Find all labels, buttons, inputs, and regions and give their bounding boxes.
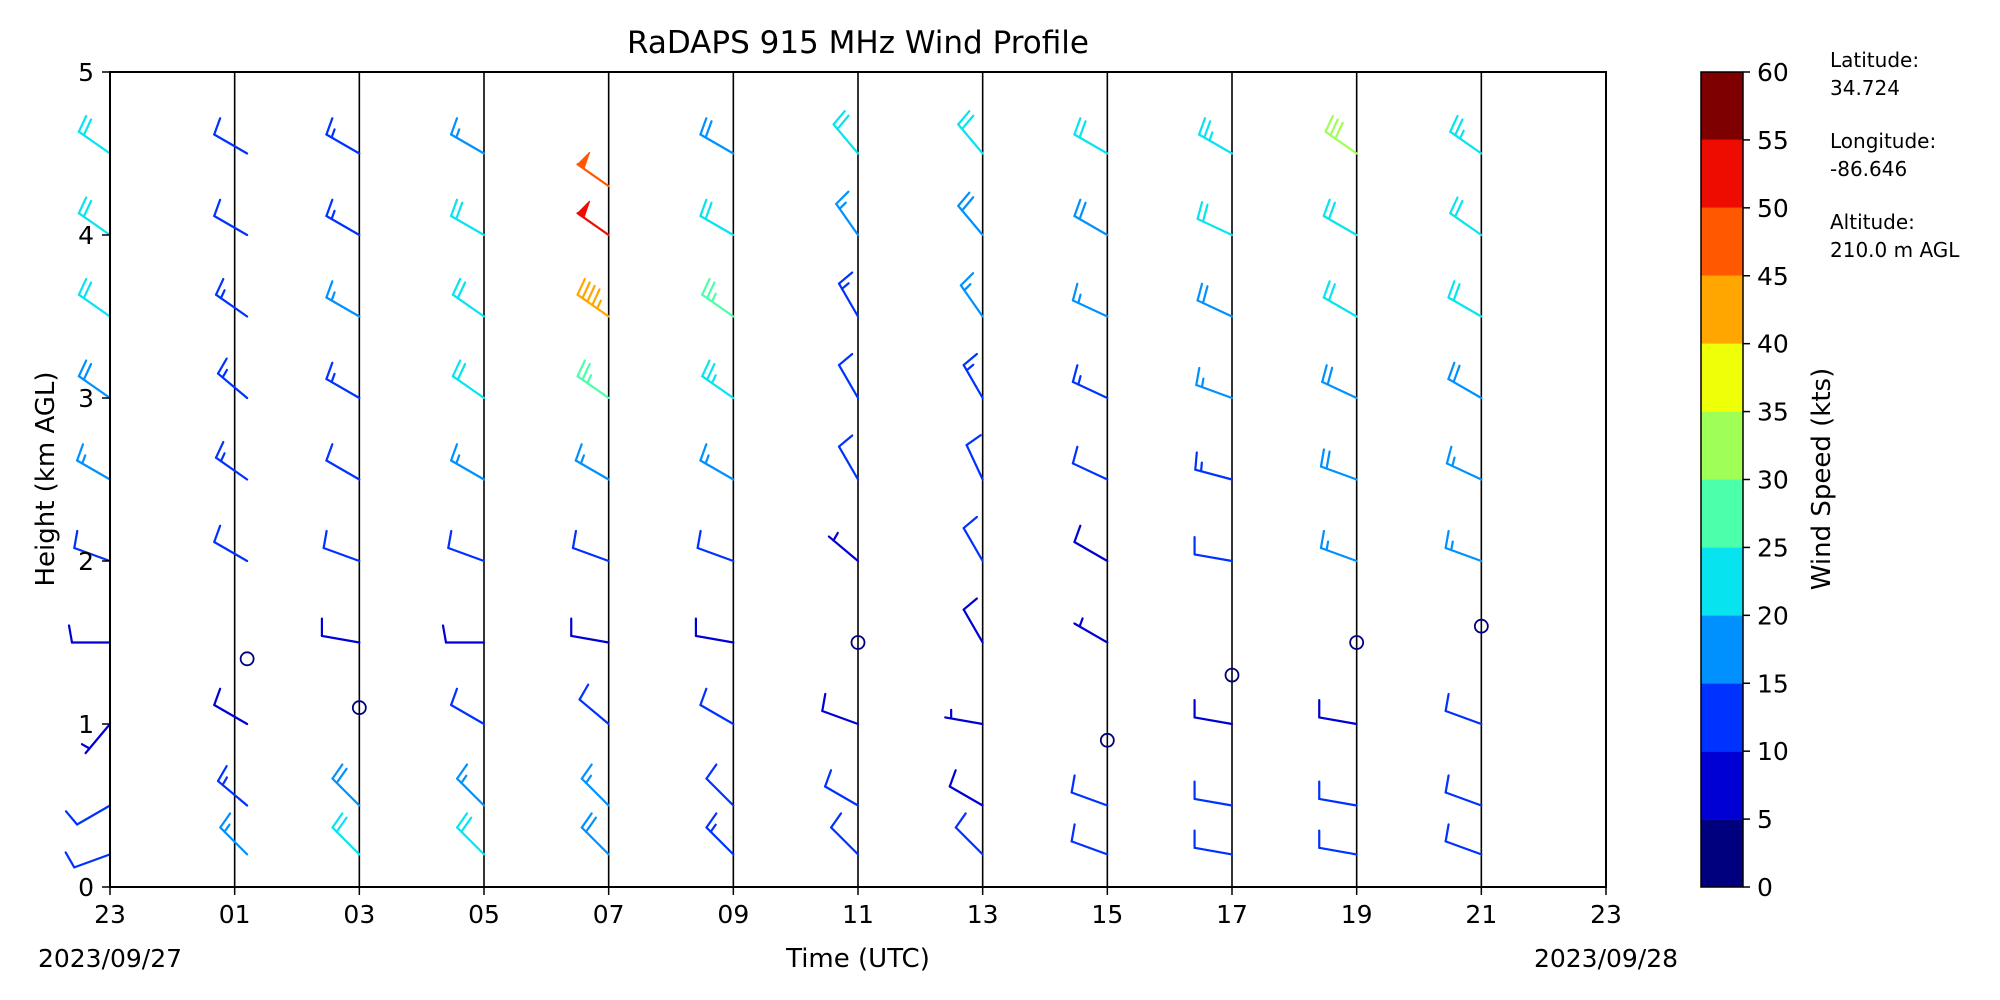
- colorbar-tick-label: 50: [1757, 194, 1789, 223]
- colorbar-bin: [1701, 72, 1743, 140]
- x-axis-label: Time (UTC): [785, 944, 930, 974]
- colorbar-tick-label: 10: [1757, 737, 1789, 766]
- colorbar-bin: [1701, 344, 1743, 412]
- x-tick-label: 09: [717, 900, 749, 929]
- colorbar-tick-label: 20: [1757, 601, 1789, 630]
- latitude-label: Latitude:: [1830, 48, 1919, 72]
- y-axis-ticks: 0 1 2 3 4 5: [78, 58, 110, 902]
- longitude-value: -86.646: [1830, 157, 1907, 181]
- colorbar-tick-label: 40: [1757, 330, 1789, 359]
- x-tick-label: 07: [593, 900, 625, 929]
- x-tick-label: 13: [967, 900, 999, 929]
- colorbar-tick-label: 0: [1757, 873, 1773, 902]
- site-info-panel: Latitude: 34.724 Longitude: -86.646 Alti…: [1830, 48, 1960, 262]
- x-tick-label: 23: [1590, 900, 1622, 929]
- colorbar-bin: [1701, 480, 1743, 548]
- wind-barb: [77, 444, 110, 479]
- wind-barb: [66, 852, 110, 867]
- colorbar-tick-label: 15: [1757, 669, 1789, 698]
- colorbar-bin: [1701, 140, 1743, 208]
- colorbar-ticks: 0 5 10 15 20 25 30 35 40 45 50 55 60: [1743, 58, 1789, 902]
- x-tick-label: 23: [94, 900, 126, 929]
- x-tick-label: 19: [1341, 900, 1373, 929]
- latitude-value: 34.724: [1830, 76, 1900, 100]
- colorbar-bin: [1701, 751, 1743, 819]
- plot-area: [66, 72, 1606, 887]
- colorbar-bin: [1701, 412, 1743, 480]
- colorbar-tick-label: 45: [1757, 262, 1789, 291]
- y-tick-label: 4: [78, 221, 94, 250]
- colorbar-tick-label: 55: [1757, 126, 1789, 155]
- y-tick-label: 1: [78, 710, 94, 739]
- x-axis-ticks: 23 01 03 05 07 09 11 13 15 17 19 21 23: [94, 887, 1622, 929]
- x-tick-label: 11: [842, 900, 874, 929]
- x-tick-label: 03: [343, 900, 375, 929]
- colorbar-tick-label: 5: [1757, 805, 1773, 834]
- x-tick-label: 05: [468, 900, 500, 929]
- chart-title: RaDAPS 915 MHz Wind Profile: [627, 25, 1089, 61]
- y-tick-label: 2: [78, 547, 94, 576]
- longitude-label: Longitude:: [1830, 129, 1936, 153]
- colorbar: 0 5 10 15 20 25 30 35 40 45 50 55 60 Wind Speed (kts…: [1701, 58, 1837, 902]
- x-tick-label: 17: [1216, 900, 1248, 929]
- x-tick-label: 01: [219, 900, 251, 929]
- start-date-label: 2023/09/27: [38, 944, 182, 973]
- end-date-label: 2023/09/28: [1534, 944, 1678, 973]
- altitude-label: Altitude:: [1830, 210, 1915, 234]
- x-tick-label: 21: [1465, 900, 1497, 929]
- wind-barb: [79, 116, 110, 153]
- colorbar-label: Wind Speed (kts): [1807, 368, 1837, 590]
- wind-barb: [79, 279, 110, 316]
- colorbar-tick-label: 35: [1757, 398, 1789, 427]
- y-axis-label: Height (km AGL): [31, 371, 61, 586]
- colorbar-bins: [1701, 72, 1743, 887]
- colorbar-bin: [1701, 683, 1743, 751]
- y-tick-label: 5: [78, 58, 94, 87]
- altitude-value: 210.0 m AGL: [1830, 238, 1960, 262]
- wind-barb: [69, 626, 110, 643]
- colorbar-bin: [1701, 276, 1743, 344]
- x-tick-label: 15: [1091, 900, 1123, 929]
- colorbar-bin: [1701, 615, 1743, 683]
- y-tick-label: 3: [78, 384, 94, 413]
- colorbar-tick-label: 30: [1757, 466, 1789, 495]
- wind-barb: [66, 806, 110, 825]
- colorbar-bin: [1701, 819, 1743, 887]
- colorbar-tick-label: 60: [1757, 58, 1789, 87]
- colorbar-bin: [1701, 547, 1743, 615]
- y-tick-label: 0: [78, 873, 94, 902]
- colorbar-bin: [1701, 208, 1743, 276]
- colorbar-tick-label: 25: [1757, 533, 1789, 562]
